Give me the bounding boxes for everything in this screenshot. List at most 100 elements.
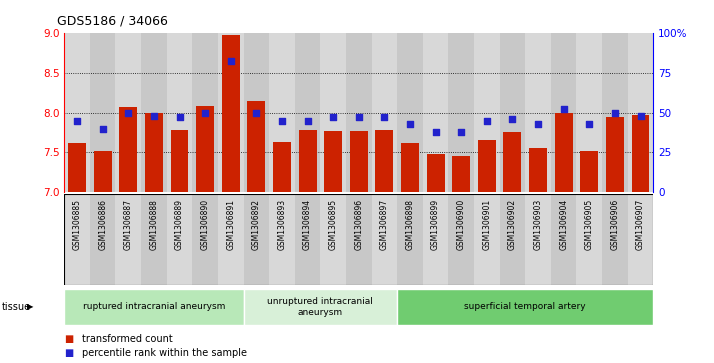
Text: ■: ■ (64, 334, 74, 344)
Bar (243, 289, 397, 325)
Text: GSM1306896: GSM1306896 (354, 199, 363, 250)
Text: tissue: tissue (2, 302, 31, 312)
Bar (606, 117, 624, 192)
Bar (397, 194, 423, 285)
Bar (448, 33, 474, 192)
Point (199, 110, 211, 115)
Bar (218, 33, 243, 192)
Bar (192, 33, 218, 192)
Point (97, 126, 109, 131)
Text: GSM1306906: GSM1306906 (610, 199, 619, 250)
Text: superficial temporal artery: superficial temporal artery (464, 302, 586, 311)
Bar (273, 142, 291, 192)
Bar (628, 194, 653, 285)
Bar (141, 194, 166, 285)
Text: transformed count: transformed count (82, 334, 173, 344)
Bar (64, 194, 90, 285)
Bar (397, 289, 653, 325)
Text: GSM1306885: GSM1306885 (73, 199, 81, 250)
Bar (478, 140, 496, 192)
Text: GSM1306901: GSM1306901 (483, 199, 491, 250)
Bar (166, 194, 192, 285)
Bar (628, 33, 653, 192)
Bar (295, 194, 321, 285)
Bar (90, 33, 116, 192)
Bar (371, 33, 397, 192)
Bar (474, 194, 500, 285)
Bar (448, 194, 474, 285)
Bar (376, 130, 393, 192)
Bar (346, 194, 371, 285)
Text: GSM1306900: GSM1306900 (457, 199, 466, 250)
Bar (602, 194, 628, 285)
Bar (423, 33, 448, 192)
Bar (526, 194, 551, 285)
Point (302, 118, 313, 123)
Text: GSM1306897: GSM1306897 (380, 199, 389, 250)
Bar (141, 33, 166, 192)
Point (276, 118, 288, 123)
Bar (116, 194, 141, 285)
Point (635, 113, 646, 119)
Text: GSM1306903: GSM1306903 (533, 199, 543, 250)
Text: ruptured intracranial aneurysm: ruptured intracranial aneurysm (83, 302, 225, 311)
Bar (555, 113, 573, 192)
Bar (90, 194, 116, 285)
Bar (295, 33, 321, 192)
Point (328, 114, 339, 120)
Text: GDS5186 / 34066: GDS5186 / 34066 (57, 15, 168, 28)
Bar (269, 194, 295, 285)
Point (123, 110, 134, 115)
Text: GSM1306905: GSM1306905 (585, 199, 594, 250)
Bar (119, 107, 137, 192)
Bar (298, 130, 316, 192)
Bar (427, 154, 445, 192)
Text: ▶: ▶ (27, 302, 34, 311)
Text: GSM1306904: GSM1306904 (559, 199, 568, 250)
Point (558, 106, 569, 112)
Bar (371, 194, 397, 285)
Point (378, 114, 390, 120)
Bar (94, 151, 111, 192)
Bar (171, 130, 188, 192)
Point (71, 118, 83, 123)
Point (507, 116, 518, 122)
Point (149, 113, 160, 119)
Bar (576, 194, 602, 285)
Bar (145, 113, 163, 192)
Bar (580, 151, 598, 192)
Bar (218, 194, 243, 285)
Point (481, 118, 493, 123)
Text: GSM1306886: GSM1306886 (99, 199, 107, 250)
Bar (196, 106, 214, 192)
Bar (68, 143, 86, 192)
Bar (551, 194, 576, 285)
Bar (64, 289, 243, 325)
Bar (423, 194, 448, 285)
Bar (116, 33, 141, 192)
Bar (321, 194, 346, 285)
Bar (529, 148, 547, 192)
Text: GSM1306887: GSM1306887 (124, 199, 133, 250)
Bar (576, 33, 602, 192)
Point (456, 129, 467, 135)
Bar (397, 33, 423, 192)
Point (404, 121, 416, 127)
Point (174, 114, 185, 120)
Bar (324, 131, 342, 192)
Text: GSM1306898: GSM1306898 (406, 199, 415, 250)
Bar (401, 143, 419, 192)
Text: GSM1306907: GSM1306907 (636, 199, 645, 250)
Text: GSM1306899: GSM1306899 (431, 199, 440, 250)
Point (533, 121, 544, 127)
Text: GSM1306892: GSM1306892 (252, 199, 261, 250)
Point (251, 110, 262, 115)
Point (430, 129, 441, 135)
Bar (452, 156, 471, 192)
Point (609, 110, 620, 115)
Bar (503, 132, 521, 192)
Bar (243, 194, 269, 285)
Point (583, 121, 595, 127)
Bar (243, 33, 269, 192)
Bar (474, 33, 500, 192)
